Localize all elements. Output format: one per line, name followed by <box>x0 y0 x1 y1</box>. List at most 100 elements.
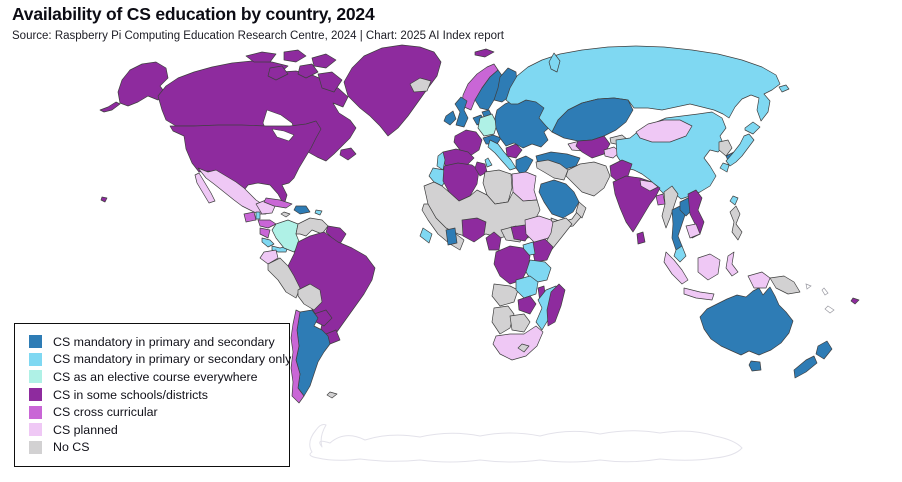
country-guinea-sierra-leone[interactable] <box>419 227 433 244</box>
country-nz-south[interactable] <box>793 355 818 379</box>
country-norway[interactable] <box>461 63 499 111</box>
country-nepal[interactable] <box>639 179 659 192</box>
country-somalia[interactable] <box>544 217 573 254</box>
country-lesotho[interactable] <box>517 343 530 353</box>
country-south-africa[interactable] <box>492 325 544 361</box>
country-italy[interactable] <box>487 139 517 171</box>
country-japan-honshu[interactable] <box>725 133 755 167</box>
country-arctic-island[interactable] <box>317 71 343 93</box>
country-namibia[interactable] <box>491 305 515 335</box>
country-uk[interactable] <box>454 96 469 128</box>
country-ghana[interactable] <box>445 227 458 246</box>
legend-row-cross: CS cross curricular <box>29 403 277 421</box>
country-saudi[interactable] <box>538 179 580 219</box>
country-newfoundland[interactable] <box>339 147 357 161</box>
country-nz-north[interactable] <box>815 340 833 360</box>
country-angola[interactable] <box>491 283 519 307</box>
country-france[interactable] <box>453 129 483 157</box>
country-svalbard[interactable] <box>474 48 495 58</box>
country-costa-rica[interactable] <box>261 237 275 248</box>
country-bolivia[interactable] <box>297 283 323 311</box>
country-malaysia-peninsula[interactable] <box>673 245 687 263</box>
legend-row-one: CS mandatory in primary or secondary onl… <box>29 351 291 369</box>
legend-swatch-planned <box>29 423 42 437</box>
country-taiwan[interactable] <box>729 195 739 206</box>
country-chile[interactable] <box>290 309 305 404</box>
country-algeria[interactable] <box>442 162 480 202</box>
country-papua-new-guinea[interactable] <box>769 275 801 295</box>
country-arctic-island[interactable] <box>283 49 307 63</box>
country-falklands[interactable] <box>326 391 338 399</box>
island-vanuatu <box>821 287 829 296</box>
country-cambodia[interactable] <box>685 223 701 239</box>
country-fiji[interactable] <box>850 297 860 305</box>
country-alaska[interactable] <box>117 61 169 107</box>
country-west-papua[interactable] <box>747 271 771 289</box>
country-greenland[interactable] <box>343 44 442 137</box>
country-balkans[interactable] <box>505 143 523 159</box>
country-oman[interactable] <box>575 201 587 219</box>
country-nicaragua[interactable] <box>259 227 271 239</box>
country-novaya-zemlya[interactable] <box>548 52 561 73</box>
country-aleutians[interactable] <box>99 101 121 113</box>
country-bangladesh[interactable] <box>655 193 666 206</box>
legend-swatch-cross <box>29 405 42 419</box>
country-ireland[interactable] <box>443 110 457 126</box>
country-drc[interactable] <box>493 245 531 285</box>
country-philippines[interactable] <box>729 205 743 241</box>
country-hawaii[interactable] <box>100 196 108 203</box>
country-myanmar[interactable] <box>661 185 679 229</box>
country-hispaniola[interactable] <box>293 205 311 215</box>
country-zambia[interactable] <box>515 275 539 299</box>
country-nigeria[interactable] <box>461 217 487 243</box>
country-tasmania[interactable] <box>748 360 762 372</box>
country-arctic-island[interactable] <box>311 53 337 69</box>
country-japan-hokkaido[interactable] <box>744 121 761 135</box>
country-mongolia[interactable] <box>635 119 693 143</box>
country-madagascar[interactable] <box>546 283 566 327</box>
country-iceland[interactable] <box>409 77 432 93</box>
country-australia[interactable] <box>699 286 794 356</box>
country-cameroon[interactable] <box>485 231 502 251</box>
country-sahara-band[interactable] <box>423 181 541 239</box>
country-tajikistan[interactable] <box>603 146 621 159</box>
country-portugal[interactable] <box>436 151 446 171</box>
country-borneo[interactable] <box>697 253 721 281</box>
country-puerto-rico[interactable] <box>314 209 323 216</box>
country-vietnam[interactable] <box>687 189 705 239</box>
country-tunisia[interactable] <box>474 161 488 177</box>
country-north-korea[interactable] <box>718 139 733 157</box>
country-arctic-island[interactable] <box>245 51 277 63</box>
country-wrangel[interactable] <box>778 84 790 93</box>
legend-row-both: CS mandatory in primary and secondary <box>29 333 277 351</box>
country-sardinia[interactable] <box>484 157 493 168</box>
country-alpine[interactable] <box>482 134 502 145</box>
country-baja[interactable] <box>194 172 216 204</box>
country-sulawesi[interactable] <box>725 251 739 277</box>
country-java[interactable] <box>683 287 715 301</box>
country-arctic-island[interactable] <box>267 65 289 81</box>
country-cuba[interactable] <box>263 197 293 209</box>
country-arctic-island[interactable] <box>297 63 319 79</box>
country-central-asia[interactable] <box>575 135 611 159</box>
country-germany[interactable] <box>477 113 498 137</box>
country-belize[interactable] <box>255 211 261 220</box>
country-sumatra[interactable] <box>663 251 689 285</box>
country-syria-iraq[interactable] <box>535 159 569 181</box>
antarctica <box>309 424 743 463</box>
country-russia[interactable] <box>505 45 781 133</box>
country-jamaica[interactable] <box>280 211 291 218</box>
country-greece[interactable] <box>515 155 534 177</box>
country-zimbabwe[interactable] <box>517 295 537 315</box>
country-honduras[interactable] <box>257 219 277 229</box>
country-kenya[interactable] <box>530 238 554 263</box>
legend-label-some: CS in some schools/districts <box>53 387 208 402</box>
country-ecuador[interactable] <box>259 249 279 265</box>
country-japan-kyushu[interactable] <box>719 162 730 173</box>
country-guatemala[interactable] <box>243 211 257 223</box>
country-iran[interactable] <box>565 161 611 197</box>
country-botswana[interactable] <box>509 313 531 333</box>
legend-swatch-elective <box>29 370 42 384</box>
country-venezuela[interactable] <box>295 217 329 237</box>
country-sri-lanka[interactable] <box>636 231 646 245</box>
